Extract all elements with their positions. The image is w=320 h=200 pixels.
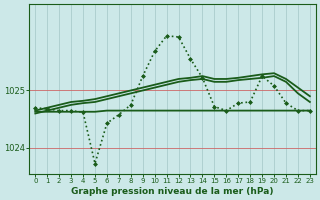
X-axis label: Graphe pression niveau de la mer (hPa): Graphe pression niveau de la mer (hPa) bbox=[71, 187, 274, 196]
